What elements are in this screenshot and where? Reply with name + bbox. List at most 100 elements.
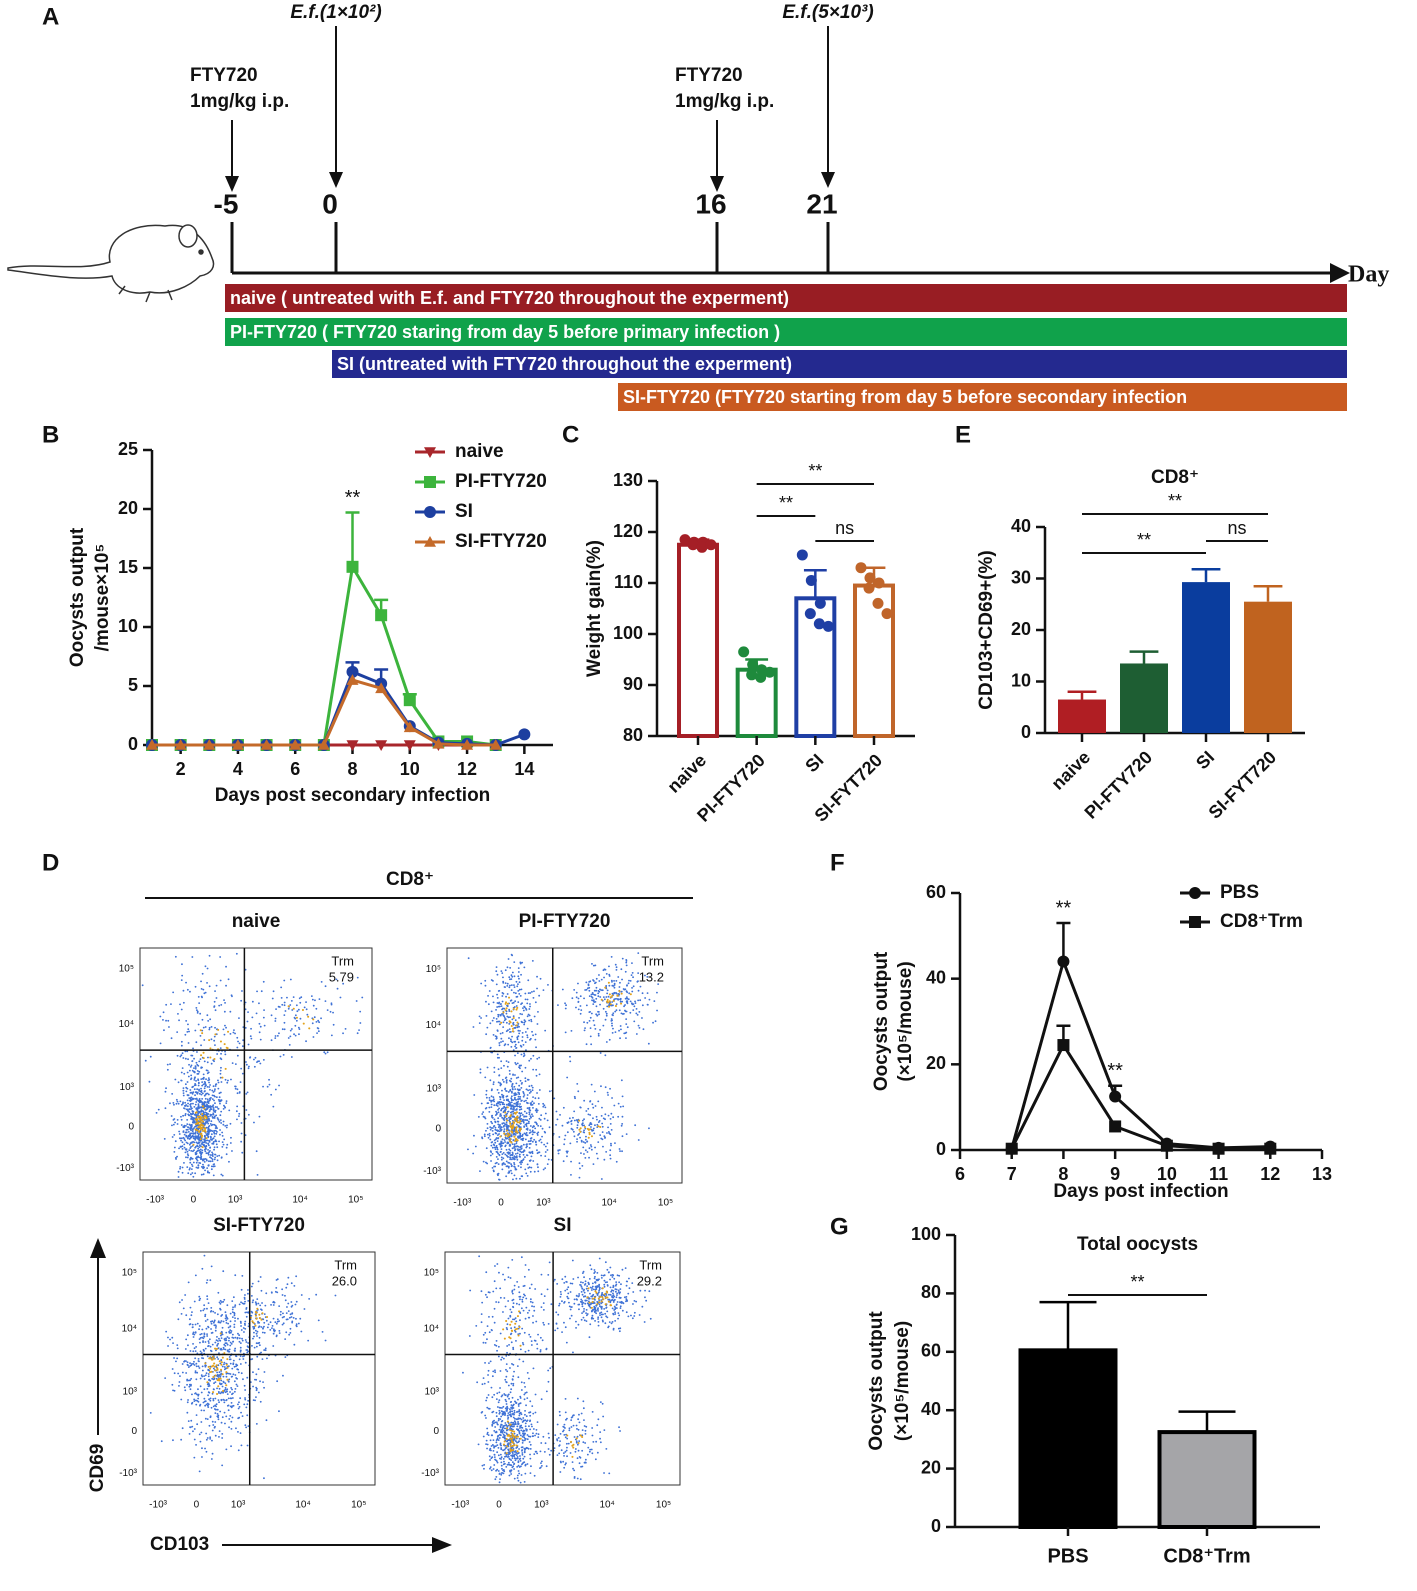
y-axis-label: (×10⁵/mouse) [892,1321,913,1441]
flow-plot-title: naive [232,911,281,932]
flow-x-tick-label: -10³ [451,1500,469,1511]
y-tick-label: 20 [1011,619,1031,639]
chart-title: Total oocysts [1077,1234,1198,1255]
flow-dots [141,952,364,1178]
legend-label: PI-FTY720 [455,471,547,492]
flow-y-tick-label: 10⁴ [119,1019,134,1030]
y-tick-label: 100 [911,1224,941,1244]
flow-y-tick-label: 10⁵ [122,1268,137,1279]
error-bar [345,511,360,567]
legend-label: SI-FTY720 [455,531,547,552]
significance-label: ** [1130,1272,1144,1292]
flow-x-tick-label: 0 [496,1500,502,1511]
flow-y-tick-label: 10⁴ [424,1324,439,1335]
group-label: PI-FTY720 ( FTY720 staring from day 5 be… [230,322,780,342]
x-tick-label: CD8⁺Trm [1163,1545,1250,1567]
marker [424,506,436,518]
event-day: 16 [695,188,726,219]
y-tick-label: 80 [623,725,643,745]
y-tick-label: 20 [118,498,138,518]
flow-y-tick-label: -10³ [421,1468,439,1479]
marker [1057,955,1070,968]
significance-label: ** [1137,530,1151,550]
x-tick-label: naive [663,750,710,797]
x-tick-label: 2 [176,759,186,779]
marker [1005,1142,1018,1155]
significance-label: ** [1168,491,1182,511]
marker [174,739,187,750]
flow-x-tick-label: 10³ [536,1198,551,1209]
bar [1018,1348,1118,1529]
timeline-axis-label: Day [1348,262,1389,288]
panel-label: D [42,849,59,876]
marker [146,739,158,750]
x-axis-label: Days post infection [1053,1181,1228,1202]
legend-label: naive [455,441,504,462]
data-point [747,659,759,671]
error-bar [1178,1410,1236,1433]
bar [1120,663,1168,733]
flow-y-tick-label: 10⁵ [119,964,134,975]
flow-x-tick-label: 10⁵ [348,1195,363,1206]
marker [1057,1039,1070,1052]
flow-plot-title: SI [554,1215,572,1236]
data-point [872,597,884,609]
flow-dense-dots [192,1005,315,1149]
x-tick-label: 6 [290,759,300,779]
x-tick-label: SI [1192,747,1218,773]
event-note: E.f.(5×10³) [782,2,873,23]
y-tick-label: 110 [614,572,643,592]
marker [375,682,388,694]
flow-x-tick-label: 0 [191,1195,197,1206]
marker [1160,1139,1173,1152]
bar [1058,699,1106,733]
flow-x-arrow-head [432,1537,452,1553]
x-tick-label: 12 [1260,1164,1280,1184]
flow-x-tick-label: 10³ [231,1500,246,1511]
flow-title: CD8⁺ [386,869,434,890]
x-tick-label: 8 [347,759,357,779]
gate-name: Trm [331,953,354,968]
marker [203,739,216,750]
y-tick-label: 25 [118,439,138,459]
flow-x-tick-label: -10³ [453,1198,471,1209]
y-tick-label: 130 [613,470,643,490]
flow-dense-dots [502,1287,613,1458]
marker [518,728,531,741]
flow-dots [149,1254,337,1480]
significance-label: ** [808,461,822,481]
gate-value: 13.2 [639,969,664,984]
marker [375,609,388,622]
x-tick-label: 13 [1312,1164,1332,1184]
flow-x-tick-label: 10⁵ [658,1198,673,1209]
marker [1212,1142,1225,1155]
y-tick-label: 100 [613,623,643,643]
group-bar [225,284,1347,312]
y-axis-label: /mouse×10⁵ [92,544,113,652]
flow-y-tick-label: 10³ [120,1082,135,1093]
y-tick-label: 60 [926,882,946,902]
group-bar [618,383,1347,411]
flow-y-tick-label: 0 [128,1121,134,1132]
data-point [855,562,867,574]
flow-x-tick-label: 10³ [228,1195,243,1206]
flow-x-tick-label: -10³ [149,1500,167,1511]
error-bar [1067,690,1097,700]
group-label: naive ( untreated with E.f. and FTY720 t… [230,288,789,308]
arrow-head [225,176,239,192]
series-line [1010,1042,1271,1151]
marker [317,739,330,750]
x-tick-label: naive [1047,747,1094,794]
event-day: 0 [322,188,338,219]
gate-name: Trm [641,953,664,968]
marker [346,674,359,685]
significance-label: ** [1056,897,1072,919]
y-tick-label: 15 [118,557,138,577]
series-line [152,678,496,747]
y-tick-label: 20 [926,1053,946,1073]
marker [461,739,474,750]
marker [231,739,244,750]
flow-x-tick-label: 10³ [534,1500,549,1511]
x-tick-label: SI [801,750,827,776]
flow-y-tick-label: 10³ [123,1386,138,1397]
